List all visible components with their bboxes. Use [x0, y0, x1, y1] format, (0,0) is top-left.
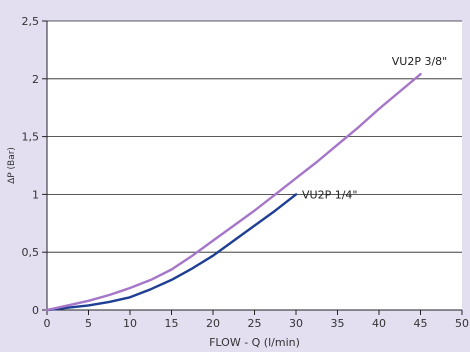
x-tick-label-1: 5 — [85, 317, 92, 330]
y-tick-label-0: 0 — [32, 304, 39, 317]
x-axis-title: FLOW - Q (l/min) — [209, 336, 300, 349]
x-tick-label-7: 35 — [331, 317, 345, 330]
y-tick-label-2: 1 — [32, 188, 39, 201]
y-tick-label-3: 1,5 — [22, 131, 40, 144]
tick-labels: 0 0,5 1 1,5 2 2,5 0 5 10 15 20 25 30 35 40 45 50 — [22, 15, 470, 330]
series-label-0: VU2P 1/4" — [302, 188, 357, 201]
series-labels: VU2P 1/4" VU2P 3/8" — [302, 55, 447, 201]
x-tick-label-3: 15 — [165, 317, 179, 330]
grid-lines — [47, 20, 462, 253]
x-tick-label-10: 50 — [455, 317, 469, 330]
x-tick-label-8: 40 — [372, 317, 386, 330]
series-label-1: VU2P 3/8" — [392, 55, 447, 68]
x-tick-label-0: 0 — [44, 317, 51, 330]
series-line-0 — [45, 193, 298, 312]
x-tick-label-5: 25 — [248, 317, 262, 330]
series-lines — [45, 72, 422, 312]
y-tick-label-1: 0,5 — [22, 246, 40, 259]
x-tick-label-6: 30 — [289, 317, 303, 330]
y-tick-label-5: 2,5 — [22, 15, 40, 28]
x-tick-label-9: 45 — [414, 317, 428, 330]
plot-area — [47, 21, 462, 310]
y-axis-title: ΔP (Bar) — [7, 147, 17, 184]
series-line-1 — [45, 72, 422, 312]
x-tick-label-2: 10 — [123, 317, 137, 330]
y-tick-label-4: 2 — [32, 73, 39, 86]
x-tick-label-4: 20 — [206, 317, 220, 330]
